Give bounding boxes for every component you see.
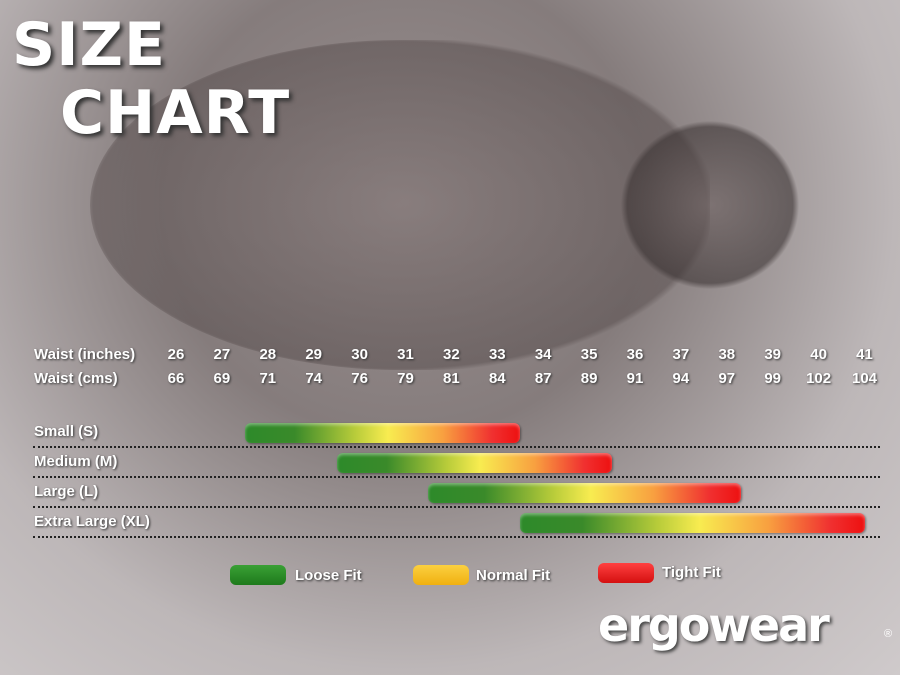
ergowear-logo: ergowear (598, 598, 830, 652)
waist-inches-tick: 31 (397, 346, 414, 363)
waist-cms-tick: 66 (167, 370, 185, 387)
waist-inches-tick: 40 (810, 346, 827, 363)
legend-label-loose: Loose Fit (295, 567, 362, 584)
waist-inches-tick: 35 (580, 346, 598, 363)
size-range-bar (244, 423, 521, 443)
waist-cms-tick: 94 (672, 370, 690, 387)
waist-inches-tick: 37 (672, 346, 690, 363)
legend-label-normal: Normal Fit (476, 567, 551, 584)
row-divider (33, 536, 880, 538)
waist-inches-tick: 36 (626, 346, 644, 363)
waist-inches-tick: 29 (305, 346, 323, 363)
waist-inches-tick: 30 (351, 346, 368, 363)
waist-cms-tick: 91 (626, 370, 644, 387)
waist-inches-tick: 38 (718, 346, 736, 363)
waist-cms-tick: 102 (806, 370, 832, 387)
size-label: Extra Large (XL) (34, 513, 150, 530)
size-label: Medium (M) (34, 453, 118, 470)
waist-inches-tick: 34 (534, 346, 552, 363)
waist-cms-tick: 89 (580, 370, 598, 387)
background-photo (90, 40, 710, 370)
title-line1: SIZE (12, 10, 167, 80)
row-divider (33, 476, 880, 478)
size-range-bar (520, 513, 865, 533)
waist-cms-tick: 71 (259, 370, 277, 387)
title-line2: CHART (60, 78, 291, 148)
waist-cms-tick: 79 (397, 370, 414, 387)
size-range-bar (336, 453, 613, 473)
waist-inches-tick: 26 (167, 346, 185, 363)
size-label: Large (L) (34, 483, 99, 500)
waist-cms-tick: 104 (851, 370, 878, 387)
waist-cms-tick: 99 (764, 370, 782, 387)
waist-inches-tick: 28 (259, 346, 277, 363)
background-photo-head (620, 120, 800, 290)
legend-swatch-tight (598, 563, 654, 583)
registered-mark: ® (884, 628, 893, 640)
size-range-bar (428, 483, 741, 503)
waist-cms-tick: 97 (718, 370, 736, 387)
legend-swatch-normal (413, 565, 469, 585)
waist-inches-label: Waist (inches) (34, 346, 136, 363)
legend-swatch-loose (230, 565, 286, 585)
legend-label-tight: Tight Fit (662, 564, 721, 581)
waist-inches-tick: 41 (856, 346, 873, 363)
waist-cms-tick: 74 (305, 370, 323, 387)
waist-inches-tick: 27 (213, 346, 231, 363)
waist-cms-tick: 81 (443, 370, 460, 387)
row-divider (33, 506, 880, 508)
waist-cms-label: Waist (cms) (34, 370, 118, 387)
row-divider (33, 446, 880, 448)
waist-cms-tick: 87 (534, 370, 552, 387)
waist-cms-tick: 84 (488, 370, 506, 387)
waist-inches-tick: 32 (443, 346, 460, 363)
waist-cms-tick: 69 (213, 370, 231, 387)
waist-inches-tick: 39 (764, 346, 782, 363)
waist-inches-tick: 33 (488, 346, 506, 363)
waist-cms-tick: 76 (351, 370, 368, 387)
size-label: Small (S) (34, 423, 99, 440)
